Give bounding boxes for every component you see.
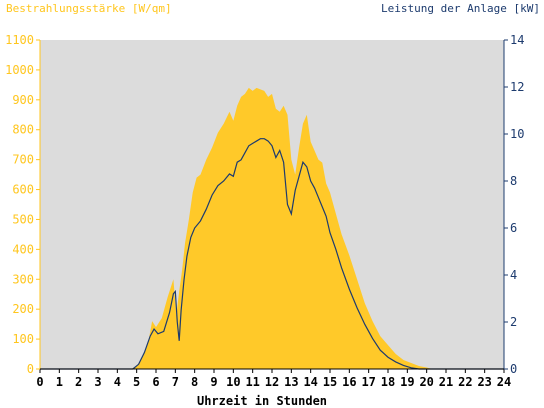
x-tick-label: 7 [172,375,179,389]
right-axis-title: Leistung der Anlage [kW] [381,2,540,15]
right-tick-label: 12 [510,80,524,94]
left-tick-label: 200 [12,302,34,316]
x-tick-label: 3 [94,375,101,389]
x-tick-label: 17 [361,375,375,389]
right-tick-label: 0 [510,362,517,376]
right-tick-label: 10 [510,127,524,141]
x-tick-label: 20 [419,375,433,389]
left-tick-label: 1000 [5,63,34,77]
x-tick-label: 22 [458,375,472,389]
x-tick-label: 21 [439,375,453,389]
x-tick-label: 11 [245,375,259,389]
left-tick-label: 300 [12,272,34,286]
x-tick-label: 19 [400,375,414,389]
right-tick-label: 4 [510,268,517,282]
chart-marks [40,87,504,370]
x-tick-label: 18 [381,375,395,389]
left-tick-label: 100 [12,332,34,346]
left-tick-label: 600 [12,183,34,197]
x-tick-label: 6 [152,375,159,389]
x-tick-label: 14 [303,375,317,389]
power-line [40,138,504,370]
right-tick-label: 2 [510,315,517,329]
x-tick-label: 10 [226,375,240,389]
right-tick-label: 8 [510,174,517,188]
x-tick-label: 5 [133,375,140,389]
right-tick-label: 6 [510,221,517,235]
x-tick-label: 9 [210,375,217,389]
x-tick-label: 13 [284,375,298,389]
left-tick-label: 800 [12,123,34,137]
left-tick-label: 1100 [5,33,34,47]
left-tick-label: 400 [12,242,34,256]
left-tick-label: 0 [27,362,34,376]
x-tick-label: 0 [36,375,43,389]
axis-ticks: 0 1 2 3 4 5 6 7 8 9 10 11 12 13 14 15 16 17 18 19 20 21 22 23 24… [5,33,524,389]
x-tick-label: 16 [342,375,356,389]
left-tick-label: 900 [12,93,34,107]
irradiance-area [40,87,504,369]
right-tick-label: 14 [510,33,524,47]
x-tick-label: 15 [323,375,337,389]
left-tick-label: 700 [12,153,34,167]
left-axis-title: Bestrahlungsstärke [W/qm] [6,2,172,15]
x-tick-label: 8 [191,375,198,389]
x-tick-label: 12 [265,375,279,389]
x-tick-label: 24 [497,375,511,389]
x-tick-label: 23 [477,375,491,389]
x-tick-label: 4 [114,375,121,389]
x-tick-label: 1 [56,375,63,389]
left-tick-label: 500 [12,212,34,226]
x-axis-title: Uhrzeit in Stunden [197,394,327,408]
x-tick-label: 2 [75,375,82,389]
